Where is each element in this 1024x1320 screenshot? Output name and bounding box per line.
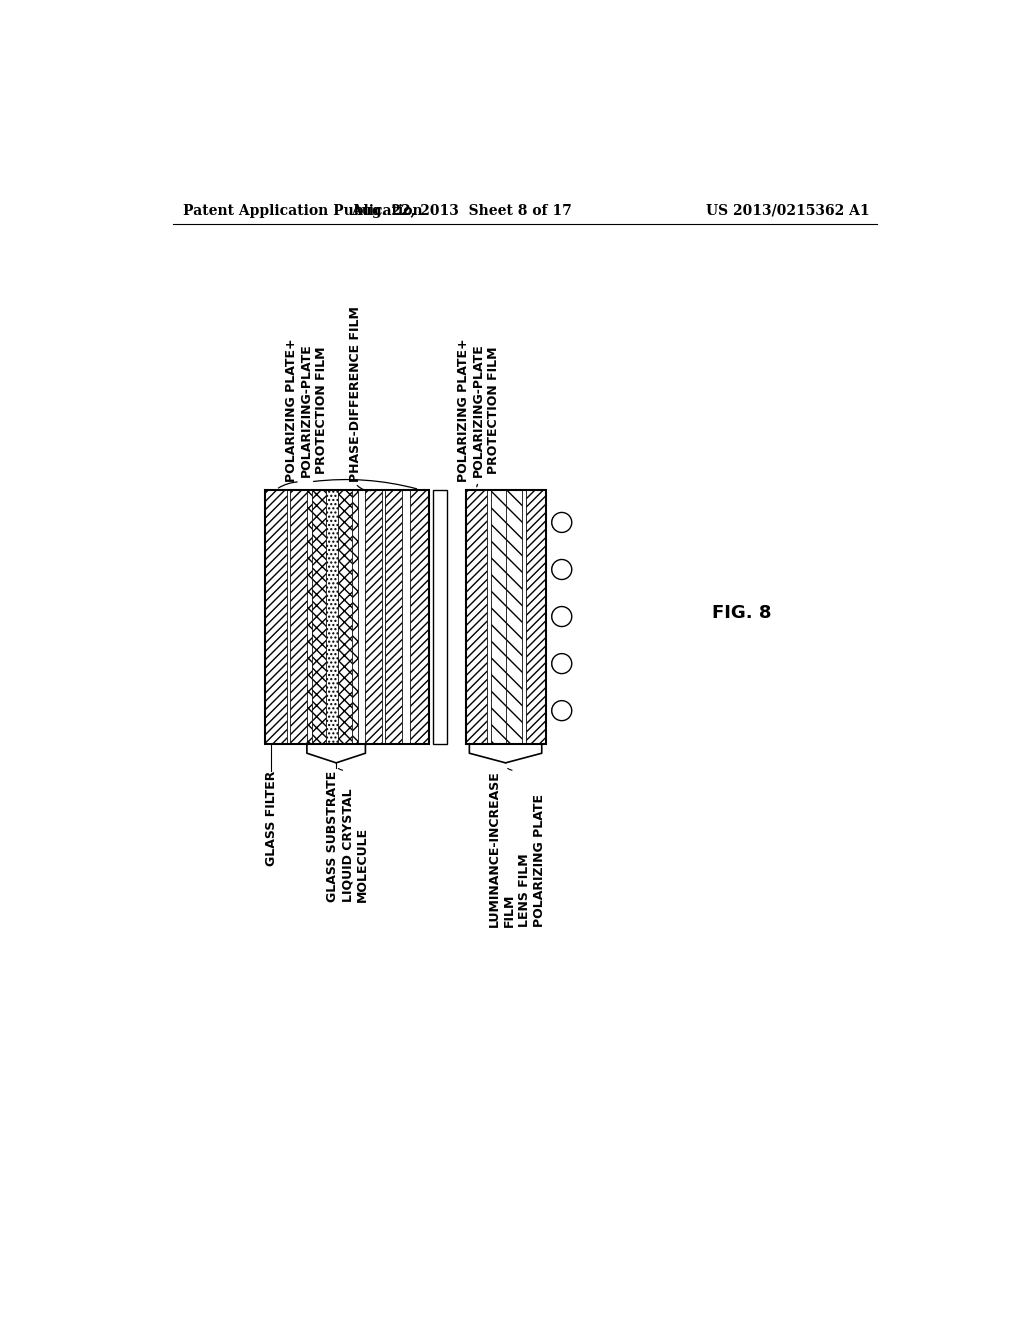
Bar [466,490,487,743]
Text: GLASS SUBSTRATE
LIQUID CRYSTAL
MOLECULE: GLASS SUBSTRATE LIQUID CRYSTAL MOLECULE [327,771,370,902]
Text: GLASS FILTER: GLASS FILTER [265,771,278,866]
Bar [357,490,366,743]
Circle shape [552,560,571,579]
Bar [312,490,326,743]
Bar [402,490,410,743]
Text: PHASE-DIFFERENCE FILM: PHASE-DIFFERENCE FILM [349,306,361,482]
Bar [290,490,307,743]
Circle shape [552,512,571,532]
Bar [265,490,287,743]
Bar [326,490,339,743]
Bar [506,490,521,743]
Text: US 2013/0215362 A1: US 2013/0215362 A1 [707,203,869,218]
Bar [265,490,429,743]
Text: Aug. 22, 2013  Sheet 8 of 17: Aug. 22, 2013 Sheet 8 of 17 [351,203,572,218]
Bar [352,490,357,743]
Bar [366,490,382,743]
Bar [525,490,546,743]
Bar [433,490,447,743]
Text: POLARIZING PLATE+
POLARIZING-PLATE
PROTECTION FILM: POLARIZING PLATE+ POLARIZING-PLATE PROTE… [285,338,328,482]
Bar [339,490,352,743]
Bar [490,490,506,743]
Circle shape [552,653,571,673]
Bar [385,490,402,743]
Bar [382,490,385,743]
Bar [287,490,290,743]
Bar [487,490,490,743]
Text: LUMINANCE-INCREASE
FILM
LENS FILM
POLARIZING PLATE: LUMINANCE-INCREASE FILM LENS FILM POLARI… [488,771,546,928]
Circle shape [552,701,571,721]
Bar [466,490,546,743]
Text: POLARIZING PLATE+
POLARIZING-PLATE
PROTECTION FILM: POLARIZING PLATE+ POLARIZING-PLATE PROTE… [457,338,500,482]
Bar [410,490,429,743]
Bar [521,490,525,743]
Circle shape [552,607,571,627]
Bar [307,490,312,743]
Text: Patent Application Publication: Patent Application Publication [183,203,423,218]
Text: FIG. 8: FIG. 8 [712,603,771,622]
